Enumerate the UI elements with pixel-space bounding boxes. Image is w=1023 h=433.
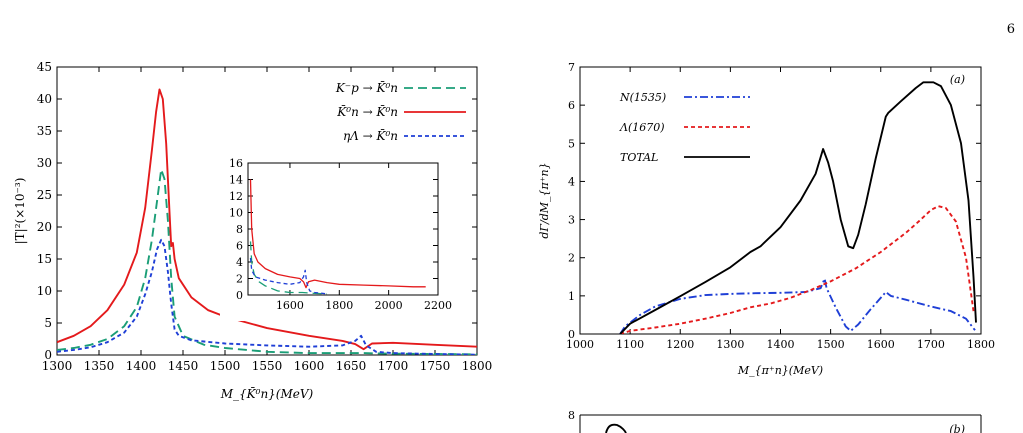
left-y-tick-label: 5 bbox=[44, 316, 52, 330]
inset-y-tick-label: 0 bbox=[236, 289, 243, 302]
left-x-tick-label: 1700 bbox=[378, 359, 409, 373]
left-x-tick-label: 1350 bbox=[84, 359, 115, 373]
right-a-series-line-2 bbox=[619, 81, 977, 334]
right-a-x-tick-label: 1200 bbox=[666, 338, 694, 351]
right-a-y-tick-label: 0 bbox=[568, 328, 575, 341]
inset-y-tick-label: 12 bbox=[229, 190, 243, 203]
right-a-x-tick-label: 1500 bbox=[817, 338, 845, 351]
right-b-series-line bbox=[605, 423, 627, 433]
left-legend-entry-0-label: K⁻p → K̄⁰n bbox=[335, 80, 398, 95]
left-y-tick-label: 30 bbox=[37, 156, 52, 170]
left-x-tick-label: 1500 bbox=[210, 359, 241, 373]
left-x-tick-label: 1450 bbox=[168, 359, 199, 373]
left-y-axis-label: |T|²(×10⁻³) bbox=[13, 178, 27, 245]
right-a-y-tick-label: 7 bbox=[568, 61, 575, 74]
left-x-tick-label: 1750 bbox=[420, 359, 451, 373]
right-a-x-tick-label: 1800 bbox=[967, 338, 995, 351]
right-a-x-tick-label: 1300 bbox=[716, 338, 744, 351]
left-y-tick-label: 20 bbox=[37, 220, 52, 234]
inset-y-tick-label: 8 bbox=[236, 223, 243, 236]
left-y-tick-label: 35 bbox=[37, 124, 52, 138]
inset-series-line-1 bbox=[249, 241, 328, 295]
right-a-y-tick-label: 5 bbox=[568, 137, 575, 150]
inset-y-tick-label: 4 bbox=[236, 256, 243, 269]
left-series-line-2 bbox=[57, 238, 477, 355]
inset-y-tick-label: 6 bbox=[236, 240, 243, 253]
inset-x-tick-label: 1800 bbox=[325, 299, 353, 312]
right-a-legend-entry-0-label: N(1535) bbox=[619, 91, 666, 104]
right-a-y-tick-label: 4 bbox=[568, 175, 575, 188]
left-x-tick-label: 1800 bbox=[462, 359, 493, 373]
left-x-tick-label: 1650 bbox=[336, 359, 367, 373]
left-y-tick-label: 0 bbox=[44, 348, 52, 362]
right-a-y-tick-label: 3 bbox=[568, 214, 575, 227]
left-series-line-1 bbox=[57, 88, 477, 351]
right-b-panel-label: (b) bbox=[949, 423, 965, 433]
left-x-tick-label: 1400 bbox=[126, 359, 157, 373]
right-a-x-tick-label: 1600 bbox=[867, 338, 895, 351]
left-legend-entry-2-label: ηΛ → K̄⁰n bbox=[343, 128, 398, 143]
right-a-y-tick-label: 6 bbox=[568, 99, 575, 112]
left-x-tick-label: 1300 bbox=[42, 359, 73, 373]
right-a-series-line-0 bbox=[619, 277, 976, 334]
inset-x-tick-label: 2200 bbox=[424, 299, 452, 312]
right-a-x-tick-label: 1000 bbox=[566, 338, 594, 351]
left-legend-entry-1-label: K̄⁰n → K̄⁰n bbox=[336, 104, 398, 119]
left-y-tick-label: 10 bbox=[37, 284, 52, 298]
inset-y-tick-label: 2 bbox=[236, 273, 243, 286]
inset-y-tick-label: 10 bbox=[229, 207, 243, 220]
left-y-tick-label: 15 bbox=[37, 252, 52, 266]
left-x-axis-label: M_{K̄⁰n}(MeV) bbox=[220, 386, 314, 401]
inset-series-line-0 bbox=[249, 179, 426, 289]
page-number: 6 bbox=[1006, 22, 1015, 37]
right-a-legend-entry-1-label: Λ(1670) bbox=[619, 121, 665, 134]
left-x-tick-label: 1600 bbox=[294, 359, 325, 373]
right-a-y-axis-label: dΓ/dM_{π⁺n} bbox=[538, 162, 551, 238]
right-a-x-tick-label: 1100 bbox=[616, 338, 644, 351]
right-a-plot-frame bbox=[579, 66, 982, 335]
right-a-panel-label: (a) bbox=[950, 73, 965, 86]
right-a-x-tick-label: 1700 bbox=[917, 338, 945, 351]
right-a-x-tick-label: 1400 bbox=[767, 338, 795, 351]
right-a-y-tick-label: 1 bbox=[568, 290, 575, 303]
left-series-line-0 bbox=[57, 168, 477, 355]
inset-y-tick-label: 14 bbox=[229, 174, 243, 187]
right-a-x-axis-label: M_{π⁺n}(MeV) bbox=[737, 364, 823, 377]
left-y-tick-label: 40 bbox=[37, 92, 52, 106]
right-a-y-tick-label: 2 bbox=[568, 252, 575, 265]
left-y-tick-label: 45 bbox=[37, 60, 52, 74]
inset-x-tick-label: 1600 bbox=[276, 299, 304, 312]
inset-y-tick-label: 16 bbox=[229, 157, 243, 170]
right-b-y-tick-label: 8 bbox=[568, 409, 575, 422]
right-a-series-line-1 bbox=[619, 205, 975, 334]
right-a-legend-entry-2-label: TOTAL bbox=[620, 151, 658, 164]
left-x-tick-label: 1550 bbox=[252, 359, 283, 373]
inset-series-line-2 bbox=[249, 257, 328, 295]
left-y-tick-label: 25 bbox=[37, 188, 52, 202]
inset-x-tick-label: 2000 bbox=[375, 299, 403, 312]
